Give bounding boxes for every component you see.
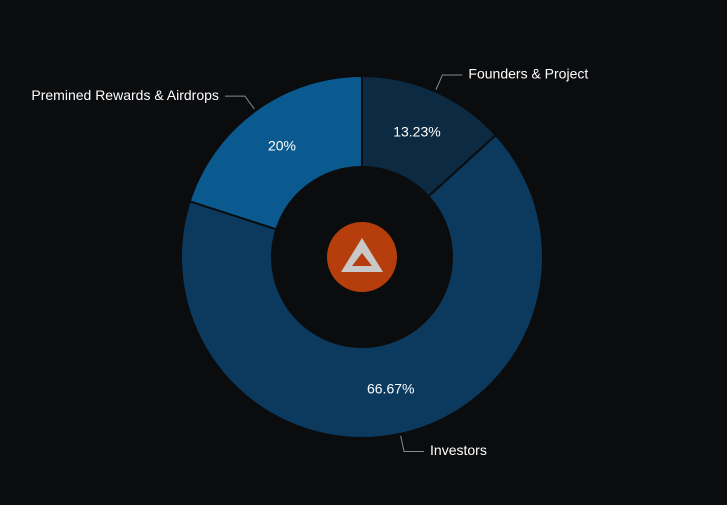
center-logo xyxy=(327,222,397,292)
logo-triangle xyxy=(341,238,383,272)
value-label: 66.67% xyxy=(367,381,414,397)
labels: 13.23% Founders & Project 66.67% Investors 2… xyxy=(31,66,588,459)
leader-line xyxy=(400,435,425,453)
category-label: Founders & Project xyxy=(468,66,588,82)
slice xyxy=(188,74,363,231)
slices xyxy=(180,74,544,439)
leader-line xyxy=(224,95,255,110)
slice xyxy=(180,133,544,439)
value-label: 13.23% xyxy=(393,123,440,139)
category-label: Investors xyxy=(430,442,487,458)
logo-circle xyxy=(327,222,397,292)
value-label: 20% xyxy=(268,138,296,154)
category-label: Premined Rewards & Airdrops xyxy=(31,87,219,103)
leader-line xyxy=(435,74,463,90)
